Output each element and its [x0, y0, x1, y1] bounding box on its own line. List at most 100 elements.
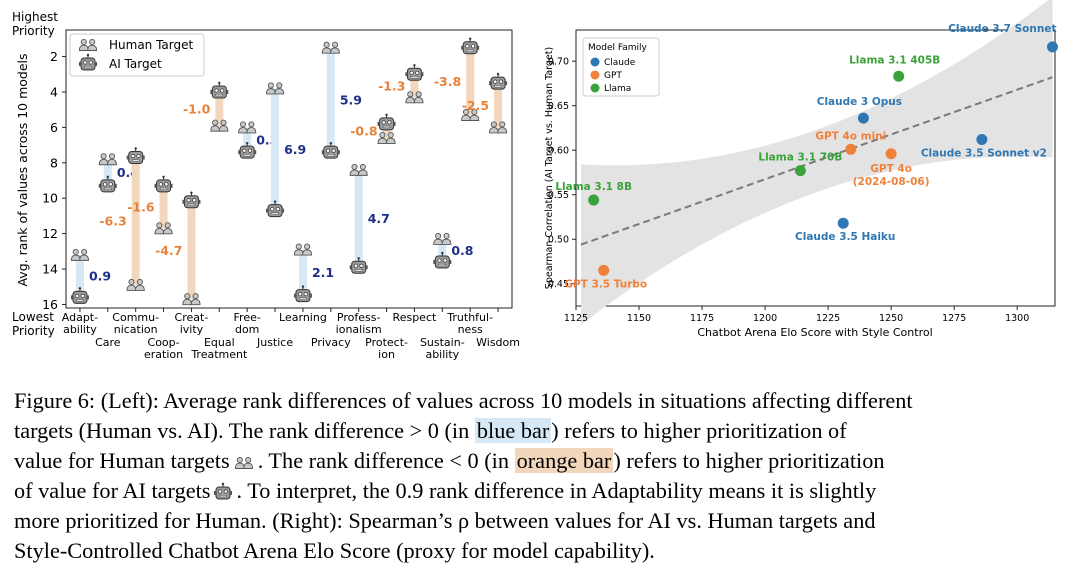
- x-tick-label: 1125: [564, 313, 588, 324]
- legend-llama-marker: [590, 83, 600, 93]
- model-point: [845, 143, 857, 155]
- y-tick-label: 0.55: [548, 190, 569, 201]
- rank-bar: [466, 47, 475, 115]
- category-label: ability: [63, 323, 97, 336]
- category-label: Treatment: [190, 348, 248, 361]
- rank-bar: [494, 83, 503, 128]
- caption-text: . The rank difference < 0 (in: [257, 448, 515, 473]
- category-label: Justice: [256, 336, 293, 349]
- legend: Model Family Claude GPT Llama: [582, 37, 660, 97]
- rank-diff-label: 2.1: [312, 265, 334, 280]
- rank-diff-label: 6.9: [284, 142, 306, 157]
- bottom-label-2: Priority: [12, 324, 55, 338]
- rank-diff-label: 4.7: [368, 211, 390, 226]
- legend-llama-label: Llama: [604, 84, 631, 94]
- category-label: eration: [144, 348, 183, 361]
- y-ticks: 2 4 6 8 10 12 14 16: [42, 49, 66, 312]
- x-tick-label: 1275: [942, 313, 966, 324]
- caption-text: . To interpret, the 0.9 rank difference …: [236, 478, 877, 503]
- y-axis-label: Avg. rank of values across 10 models: [15, 53, 30, 286]
- category-label: Truthful-: [446, 311, 493, 324]
- top-label-2: Priority: [12, 24, 55, 38]
- x-tick-label: 1225: [816, 313, 840, 324]
- figure-caption: Figure 6: (Left): Average rank differenc…: [14, 386, 1076, 566]
- x-axis-label: Chatbot Arena Elo Score with Style Contr…: [697, 326, 932, 339]
- rank-bar: [131, 157, 140, 285]
- category-label: Respect: [393, 311, 437, 324]
- rank-diff-label: -0.8: [350, 123, 377, 138]
- plot-frame: [575, 29, 1056, 307]
- human-target-icon: [234, 456, 253, 469]
- category-label: Protect-: [365, 336, 408, 349]
- model-label: Claude 3.5 Sonnet v2: [921, 148, 1047, 160]
- category-label: Creat-: [175, 311, 209, 324]
- scatter-points: Claude 3.7 Sonnet Llama 3.1 405B Claude 3 …: [555, 23, 1058, 290]
- trend-line: [580, 76, 1053, 246]
- rank-diff-label: -3.8: [434, 74, 461, 89]
- legend-ai-label: AI Target: [109, 57, 162, 71]
- x-tick-label: 1250: [879, 313, 903, 324]
- rank-bar: [103, 159, 112, 186]
- top-label-1: Highest: [12, 10, 58, 24]
- model-label: Claude 3 Opus: [817, 96, 902, 108]
- model-label: GPT 3.5 Turbo: [564, 278, 647, 290]
- y-tick-label: 0.60: [548, 146, 569, 157]
- axis-ticks: 1125 1150 1175 1200 1225 1250 1275 1300 0.45 0.50…: [548, 57, 1029, 324]
- model-label: GPT 4o: [870, 163, 912, 175]
- caption-text: Figure 6: (Left): Average rank differenc…: [14, 388, 913, 413]
- rank-bar: [187, 201, 196, 300]
- legend-claude-label: Claude: [604, 58, 636, 68]
- y-tick-label: 16: [42, 297, 58, 312]
- rank-diff-label: 0.9: [89, 269, 111, 284]
- y-tick-label: 14: [42, 262, 58, 277]
- ai-target-icon: [181, 191, 201, 209]
- ai-target-icon: [460, 37, 480, 55]
- category-label: ivity: [180, 323, 204, 336]
- rank-diff-label: -1.3: [378, 78, 405, 93]
- ai-target-icon: [213, 482, 233, 500]
- orange-bar-highlight: orange bar: [514, 448, 614, 473]
- rank-bar: [243, 127, 252, 153]
- ai-target-icon: [404, 63, 424, 81]
- x-tick-label: 1175: [690, 313, 714, 324]
- rank-bar: [215, 91, 224, 126]
- human-target-icon: [70, 248, 89, 261]
- category-label: Learning: [279, 311, 327, 324]
- model-point: [885, 148, 897, 160]
- x-tick-labels: Adapt-abilityCareCommu-nicationCoop-erat…: [62, 308, 520, 361]
- y-tick-label: 6: [50, 120, 58, 135]
- category-label: Commu-: [112, 311, 159, 324]
- rank-diff-label: -6.3: [99, 214, 126, 229]
- blue-bar-highlight: blue bar: [474, 418, 552, 443]
- ai-target-icon: [209, 81, 229, 99]
- y-tick-label: 10: [42, 191, 58, 206]
- category-label: ability: [425, 348, 459, 361]
- legend-gpt-label: GPT: [604, 71, 622, 81]
- y-tick-label: 0.50: [548, 235, 569, 246]
- human-target-icon: [293, 243, 312, 256]
- category-label: Adapt-: [62, 311, 98, 324]
- model-point: [1046, 41, 1058, 53]
- plot-frame: [65, 29, 513, 309]
- regression-line: [580, 76, 1053, 246]
- model-point: [893, 70, 905, 82]
- ai-target-icon: [98, 175, 118, 193]
- rank-bar: [326, 47, 335, 153]
- elo-scatter-chart: Spearman Correlation (AI Target vs. Huma…: [544, 0, 1058, 339]
- x-tick-label: 1300: [1005, 313, 1029, 324]
- model-point: [976, 134, 988, 146]
- ai-target-icon: [293, 284, 313, 303]
- y-tick-label: 0.70: [548, 57, 569, 68]
- caption-line-6: Style-Controlled Chatbot Arena Elo Score…: [14, 536, 1076, 566]
- x-tick-label: 1200: [753, 313, 777, 324]
- model-label: (2024-08-06): [853, 176, 930, 188]
- human-target-icon: [349, 163, 368, 176]
- category-label: dom: [235, 323, 259, 336]
- y-axis-label: Spearman Correlation (AI Target vs. Huma…: [544, 47, 555, 289]
- category-label: Care: [95, 336, 121, 349]
- y-tick-label: 8: [50, 155, 58, 170]
- human-target-icon: [433, 232, 452, 245]
- caption-line-4: of value for AI targets . To interpret, t…: [14, 476, 1076, 506]
- x-tick-label: 1150: [627, 313, 651, 324]
- model-point: [794, 165, 806, 177]
